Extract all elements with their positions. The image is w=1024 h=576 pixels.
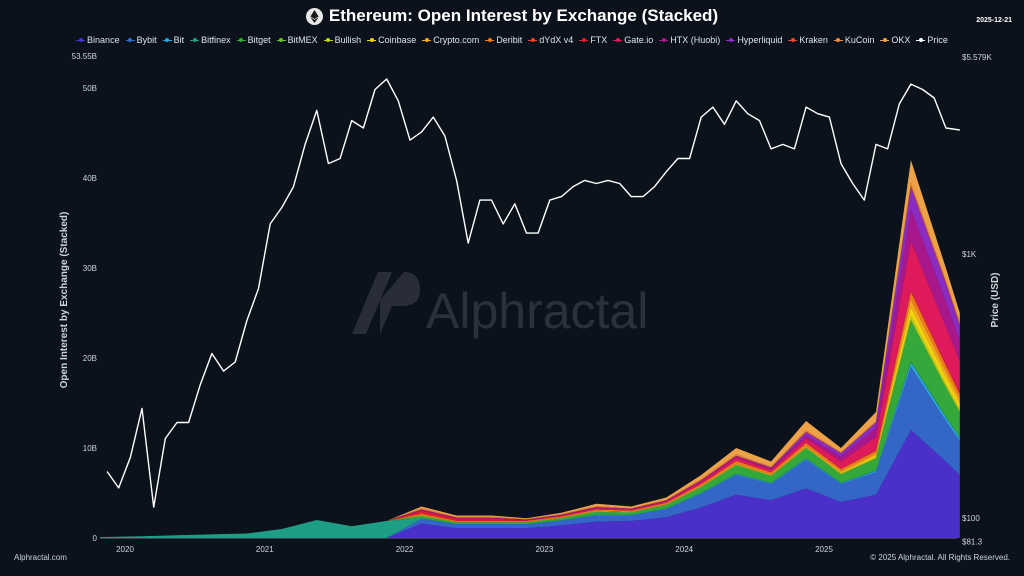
legend-marker-icon (916, 36, 926, 45)
y2-tick-label: $5.579K (962, 53, 992, 62)
footer-copyright: © 2025 Alphractal. All Rights Reserved. (870, 553, 1010, 562)
legend-marker-icon (485, 36, 495, 45)
legend-item[interactable]: OKX (880, 35, 910, 45)
y-tick-label: 40B (83, 174, 97, 183)
footer-site: Alphractal.com (14, 553, 67, 562)
legend-label: Kraken (799, 35, 828, 45)
y2-axis-title: Price (USD) (990, 272, 1001, 327)
legend-item[interactable]: Deribit (485, 35, 522, 45)
legend-label: BitMEX (287, 35, 318, 45)
legend-item[interactable]: Gate.io (613, 35, 653, 45)
area-gate-io (100, 241, 960, 538)
legend-label: Gate.io (624, 35, 654, 45)
legend-marker-icon (788, 36, 798, 45)
legend-item[interactable]: Bullish (323, 35, 362, 45)
legend-item[interactable]: Coinbase (367, 35, 416, 45)
legend-marker-icon (579, 36, 589, 45)
legend-marker-icon (880, 36, 890, 45)
legend-label: Bitfinex (201, 35, 231, 45)
legend-item[interactable]: KuCoin (833, 35, 875, 45)
y-tick-label: 0 (93, 534, 98, 543)
legend-marker-icon (659, 36, 669, 45)
legend-label: Bitget (247, 35, 271, 45)
legend-label: Hyperliquid (737, 35, 783, 45)
x-tick-label: 2025 (815, 545, 833, 554)
watermark-text: Alphractal (426, 283, 648, 339)
legend-item[interactable]: Bybit (125, 35, 157, 45)
y-axis-title: Open Interest by Exchange (Stacked) (59, 212, 70, 389)
legend-marker-icon (367, 36, 377, 45)
legend-label: OKX (891, 35, 911, 45)
chart-title: Ethereum: Open Interest by Exchange (Sta… (0, 6, 1024, 26)
legend-marker-icon (125, 36, 135, 45)
legend-marker-icon (76, 36, 86, 45)
x-tick-label: 2024 (675, 545, 693, 554)
y2-tick-label: $100 (962, 514, 980, 523)
y-tick-label: 30B (83, 264, 97, 273)
legend-label: HTX (Huobi) (670, 35, 721, 45)
y2-tick-label: $81.3 (962, 538, 983, 547)
ethereum-logo-icon (305, 7, 323, 25)
x-tick-label: 2021 (256, 545, 274, 554)
area-binance (100, 430, 960, 538)
x-tick-label: 2020 (116, 545, 134, 554)
legend-item[interactable]: dYdX v4 (528, 35, 573, 45)
y-tick-label: 50B (83, 84, 97, 93)
legend-item[interactable]: FTX (579, 35, 607, 45)
legend: Binance Bybit Bit Bitfinex Bitget BitMEX Bulli… (0, 35, 1024, 45)
legend-item[interactable]: Bitget (236, 35, 271, 45)
legend-marker-icon (726, 36, 736, 45)
legend-item[interactable]: Binance (76, 35, 120, 45)
stacked-areas (100, 160, 960, 538)
y2-tick-label: $1K (962, 250, 977, 259)
legend-marker-icon (528, 36, 538, 45)
legend-label: Bybit (136, 35, 157, 45)
legend-label: Binance (87, 35, 120, 45)
legend-marker-icon (162, 36, 172, 45)
legend-item[interactable]: Bitfinex (190, 35, 231, 45)
legend-marker-icon (833, 36, 843, 45)
price-line-group (106, 78, 960, 508)
area-bybit (100, 367, 960, 538)
legend-item[interactable]: Crypto.com (422, 35, 479, 45)
legend-label: FTX (590, 35, 608, 45)
legend-label: Price (927, 35, 948, 45)
legend-label: Bit (173, 35, 185, 45)
chart-title-text: Ethereum: Open Interest by Exchange (Sta… (328, 6, 719, 25)
legend-item[interactable]: Price (916, 35, 948, 45)
price-line (106, 78, 960, 508)
legend-label: Bullish (334, 35, 362, 45)
x-tick-label: 2023 (536, 545, 554, 554)
legend-marker-icon (276, 36, 286, 45)
x-tick-label: 2022 (396, 545, 414, 554)
axes: 0 10B 20B 30B 40B 50B 53.55B $81.3 $100 $1K $5.579… (72, 52, 993, 554)
legend-marker-icon (236, 36, 246, 45)
legend-marker-icon (613, 36, 623, 45)
watermark-logo: Alphractal (352, 272, 648, 339)
chart-date: 2025-12-21 (976, 17, 1012, 24)
legend-item[interactable]: HTX (Huobi) (659, 35, 720, 45)
legend-item[interactable]: Bit (162, 35, 185, 45)
legend-label: KuCoin (844, 35, 875, 45)
y-tick-label: 20B (83, 354, 97, 363)
y-tick-label: 10B (83, 444, 97, 453)
legend-marker-icon (190, 36, 200, 45)
y-tick-label: 53.55B (72, 52, 97, 61)
legend-marker-icon (323, 36, 333, 45)
legend-label: Coinbase (378, 35, 417, 45)
legend-label: Deribit (496, 35, 523, 45)
legend-label: Crypto.com (433, 35, 480, 45)
legend-item[interactable]: Kraken (788, 35, 828, 45)
legend-item[interactable]: BitMEX (276, 35, 318, 45)
legend-label: dYdX v4 (539, 35, 574, 45)
legend-item[interactable]: Hyperliquid (726, 35, 782, 45)
legend-marker-icon (422, 36, 432, 45)
